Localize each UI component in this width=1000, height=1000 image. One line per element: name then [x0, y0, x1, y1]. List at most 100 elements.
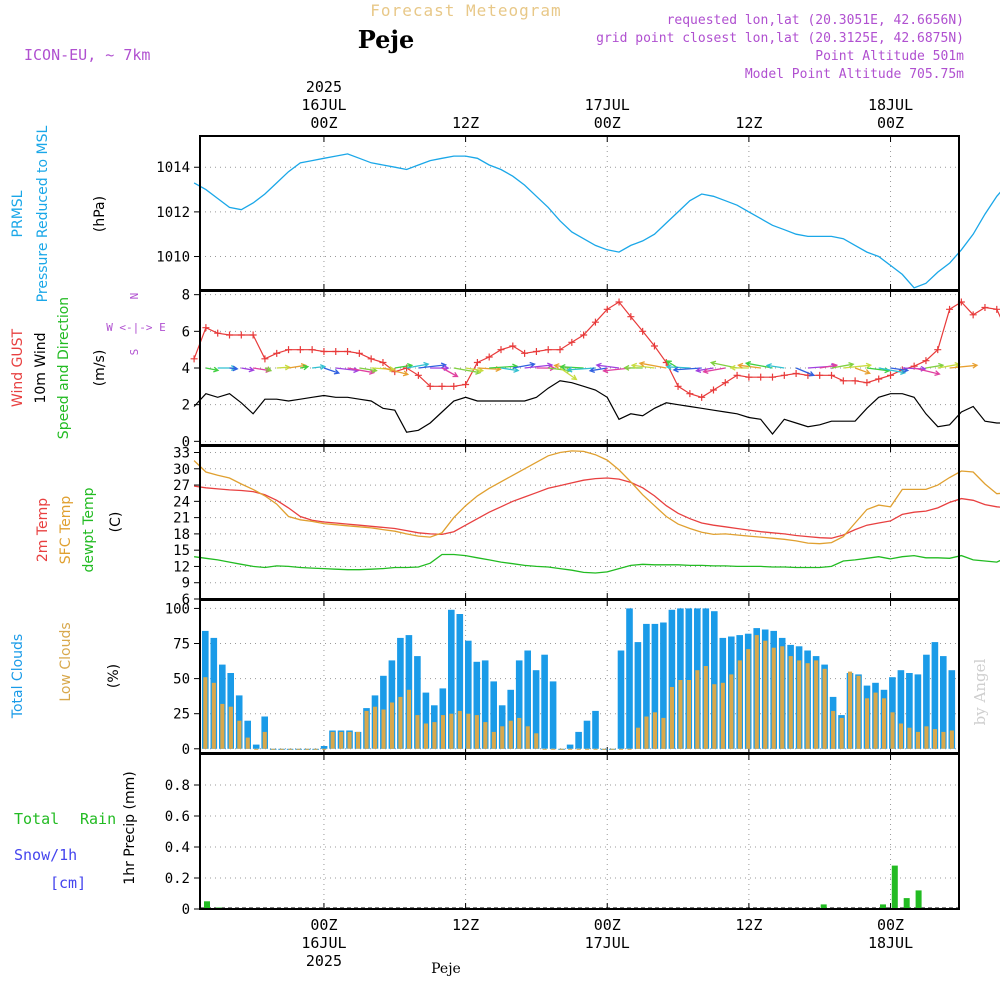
sfc-temp-label: SFC Temp [58, 496, 74, 565]
low-cloud-bar [669, 687, 674, 749]
low-cloud-bar [432, 722, 437, 749]
low-cloud-bar [627, 748, 632, 750]
wind-direction-arrow [702, 367, 726, 375]
low-cloud-bar [822, 668, 827, 749]
low-cloud-bar [576, 748, 581, 750]
low-cloud-bar [262, 731, 267, 749]
location-title: Peje [358, 25, 415, 54]
y-tick-label: 0.4 [165, 840, 190, 856]
low-cloud-bar [203, 677, 208, 749]
cloud-labels: Total Clouds Low Clouds (%) [10, 622, 122, 719]
wind-direction-arrow [205, 366, 220, 373]
bottom-tick-label: 00Z [594, 916, 621, 934]
gust-marker [190, 355, 198, 363]
gust-marker [650, 342, 658, 350]
total-cloud-bar [575, 731, 582, 749]
wind-direction-arrow [843, 362, 873, 369]
panel-frame [199, 599, 960, 754]
gust-marker [603, 305, 611, 313]
gust-marker [721, 379, 729, 387]
low-cloud-bar [415, 715, 420, 749]
low-cloud-bar [398, 696, 403, 749]
gust-marker [249, 331, 257, 339]
low-cloud-bar [907, 727, 912, 749]
gust-marker [780, 371, 788, 379]
y-tick-label: 27 [173, 478, 190, 494]
low-cloud-bar [568, 748, 573, 750]
gust-marker [875, 375, 883, 383]
model-label: ICON-EU, ~ 7km [24, 46, 150, 64]
wind-direction-arrow [371, 366, 396, 373]
gust-marker [509, 342, 517, 350]
low-cloud-bar [746, 649, 751, 749]
gust-marker [768, 373, 776, 381]
low-cloud-bar [636, 727, 641, 749]
low-cloud-bar [865, 698, 870, 749]
low-cloud-bar [322, 748, 327, 750]
panel-wind: 0 2 4 6 8 [182, 288, 1000, 450]
low-cloud-bar [525, 726, 530, 749]
low-cloud-bar [695, 670, 700, 749]
gust-marker [450, 382, 458, 390]
gust-marker [792, 370, 800, 377]
gust-marker [344, 348, 352, 355]
rain-bar [204, 901, 210, 910]
prmsl-long-label: Pressure Reduced to MSL [35, 125, 51, 302]
wind-direction-arrow [949, 362, 979, 369]
wind-labels: Wind GUST 10m Wind Speed and Direction (… [10, 293, 166, 440]
gust-marker [863, 379, 871, 387]
gust-marker [237, 331, 245, 339]
wind-direction-arrow [418, 362, 448, 369]
low-cloud-bar [271, 748, 276, 750]
total-cloud-bar [465, 640, 472, 749]
total-cloud-bar [524, 650, 531, 749]
wind-direction-arrow [512, 361, 536, 369]
gust-marker [320, 348, 328, 355]
gust-marker [733, 371, 741, 379]
gust-marker [627, 313, 635, 321]
app-title: Forecast Meteogram [370, 1, 561, 20]
dewpt-line [194, 553, 1000, 574]
gust-marker [544, 346, 552, 354]
gust-marker [745, 373, 753, 381]
snow-label: Snow/1h [14, 846, 77, 864]
wind-direction-arrow [831, 361, 855, 369]
panel-clouds: 0 25 50 75 100 [165, 600, 959, 758]
gust-marker [426, 382, 434, 390]
low-cloud-bar [330, 731, 335, 749]
gust-marker [261, 355, 269, 363]
gust-marker [757, 373, 765, 381]
gust-line [193, 301, 1000, 398]
wind-direction-arrow [312, 364, 327, 370]
low-cloud-bar [491, 731, 496, 749]
total-cloud-bar [626, 608, 633, 749]
wind-direction-arrow [406, 361, 430, 369]
low-cloud-bar [619, 748, 624, 750]
y-tick-label: 0.2 [165, 871, 190, 887]
gust-marker [497, 346, 505, 354]
low-cloud-bar [712, 684, 717, 749]
total-cloud-bar [634, 642, 642, 749]
wind-direction-arrow [229, 365, 239, 372]
low-cloud-bar [347, 731, 352, 749]
low-cloud-bar [406, 689, 411, 749]
pct-unit: (%) [106, 664, 122, 688]
total-cloud-bar [948, 670, 956, 749]
low-cloud-bar [754, 635, 759, 749]
gust-marker [816, 371, 824, 379]
y-tick-label: 18 [173, 527, 190, 543]
gust-marker [887, 371, 895, 379]
bottom-tick-label: 16JUL [301, 934, 346, 952]
y-tick-label: 15 [173, 543, 190, 559]
y-tick-label: 25 [173, 707, 190, 723]
c-unit: (C) [108, 512, 124, 533]
wind-direction-arrow [347, 367, 376, 375]
panel-frame [199, 753, 960, 910]
gust-marker [922, 357, 930, 365]
gust-marker [556, 346, 564, 354]
low-cloud-bar [279, 748, 284, 750]
precip-unit: 1hr Precip (mm) [122, 771, 138, 884]
wind-direction-arrow [672, 366, 702, 373]
low-cloud-bar [440, 715, 445, 749]
